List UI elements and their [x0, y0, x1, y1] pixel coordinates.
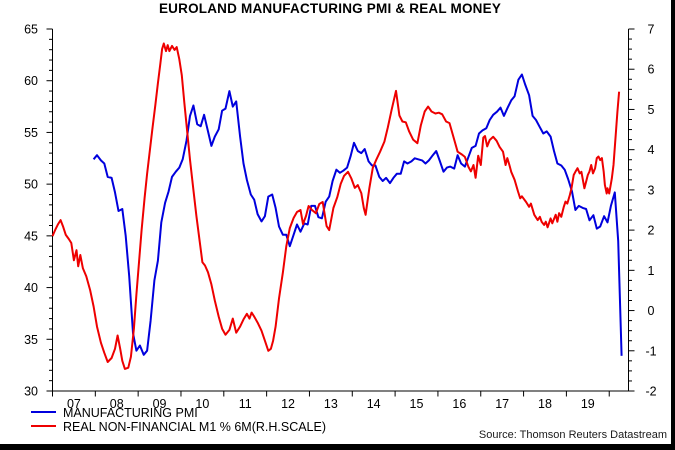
legend-label-pmi: MANUFACTURING PMI: [63, 406, 198, 420]
x-axis-year-label: 15: [410, 397, 424, 411]
x-axis-year-label: 09: [153, 397, 167, 411]
right-axis-tick-label: 6: [648, 63, 655, 77]
right-axis-tick-label: 4: [648, 143, 655, 157]
left-axis-tick-label: 40: [24, 281, 38, 295]
x-axis-year-label: 11: [239, 397, 252, 411]
pmi-series-line: [92, 73, 623, 356]
left-axis-tick-label: 35: [24, 333, 38, 347]
x-axis-year-label: 07: [67, 397, 81, 411]
left-axis-tick-label: 65: [24, 23, 38, 37]
legend-item-money: REAL NON-FINANCIAL M1 % 6M(R.H.SCALE): [0, 420, 326, 434]
legend-label-money: REAL NON-FINANCIAL M1 % 6M(R.H.SCALE): [63, 420, 327, 434]
legend: MANUFACTURING PMI REAL NON-FINANCIAL M1 …: [0, 406, 326, 434]
right-axis-tick-label: 7: [648, 23, 655, 37]
x-axis-year-label: 17: [495, 397, 509, 411]
bottom-border: [0, 444, 675, 450]
x-axis-year-label: 08: [110, 397, 124, 411]
source-note: Source: Thomson Reuters Datastream: [478, 429, 667, 441]
right-axis-tick-label: 0: [648, 304, 655, 318]
right-axis-tick-label: 2: [648, 224, 655, 238]
x-axis-year-label: 10: [195, 397, 209, 411]
right-axis-tick-label: -2: [645, 385, 656, 399]
pmi-line-swatch: [31, 410, 56, 413]
left-axis-tick-label: 30: [24, 385, 38, 399]
left-axis-tick-label: 55: [24, 126, 38, 140]
right-axis-tick-label: -1: [645, 344, 656, 358]
money-series-line: [51, 42, 621, 370]
left-axis-tick-label: 60: [24, 74, 38, 88]
x-axis-year-label: 14: [367, 397, 381, 411]
left-axis-tick-label: 45: [24, 229, 38, 243]
chart-title: EUROLAND MANUFACTURING PMI & REAL MONEY: [158, 1, 502, 16]
legend-item-pmi: MANUFACTURING PMI: [0, 406, 326, 420]
x-axis-year-label: 18: [538, 397, 552, 411]
money-line-swatch: [31, 424, 56, 427]
left-axis-tick-label: 50: [24, 178, 38, 192]
right-axis-tick-label: 5: [648, 103, 655, 117]
x-axis-year-label: 13: [324, 397, 338, 411]
x-axis-year-label: 16: [452, 397, 466, 411]
x-axis-year-label: 12: [281, 397, 295, 411]
x-axis-year-label: 19: [581, 397, 595, 411]
right-axis-tick-label: 3: [648, 183, 655, 197]
right-axis-tick-label: 1: [648, 264, 655, 278]
right-border: [671, 0, 675, 450]
